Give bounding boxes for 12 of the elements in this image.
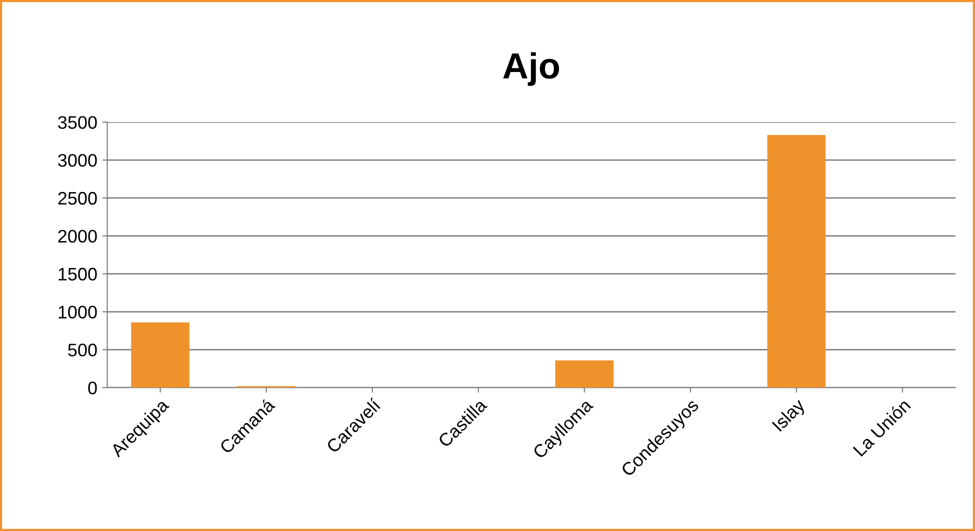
y-tick-label: 1500 bbox=[58, 268, 97, 281]
bar bbox=[767, 135, 826, 388]
y-tick-label: 3000 bbox=[58, 154, 97, 167]
y-tick-label: 2000 bbox=[58, 230, 97, 243]
bar bbox=[131, 322, 190, 388]
chart-title: Ajo bbox=[503, 52, 560, 86]
y-tick-label: 0 bbox=[88, 382, 97, 394]
y-tick-label: 500 bbox=[68, 344, 97, 356]
y-tick-label: 1000 bbox=[58, 306, 97, 318]
bar bbox=[555, 360, 614, 388]
y-tick-label: 2500 bbox=[58, 192, 97, 205]
y-tick-label: 3500 bbox=[58, 116, 97, 129]
